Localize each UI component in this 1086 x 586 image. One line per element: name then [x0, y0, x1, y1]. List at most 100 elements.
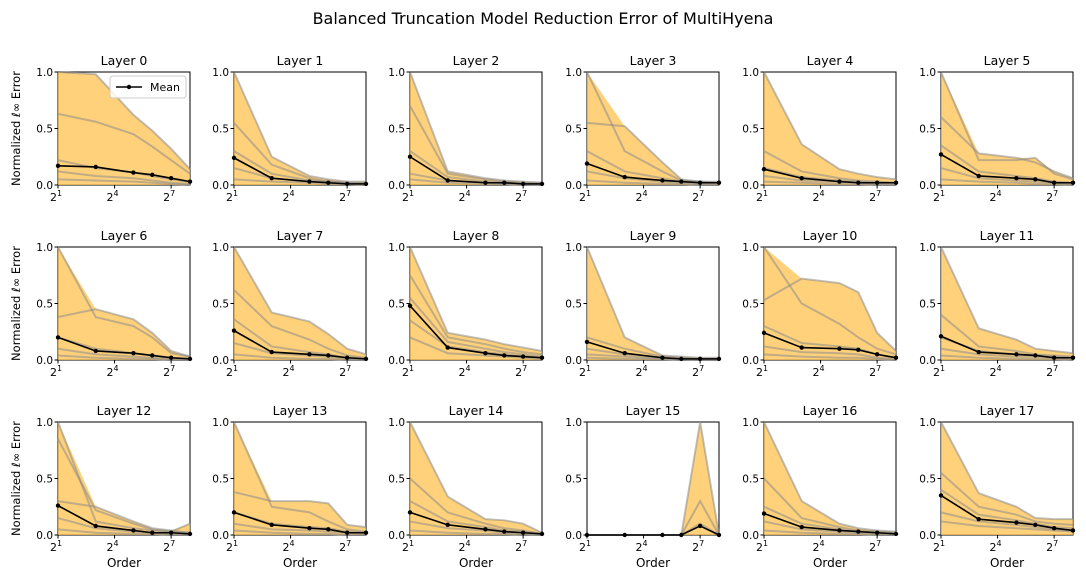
x-tick-exponent: 7 [346, 189, 351, 198]
mean-point [697, 356, 703, 362]
x-tick-label: 27 [515, 189, 527, 204]
series-line-3 [57, 170, 191, 185]
mean-point [799, 524, 804, 530]
x-tick-exponent: 1 [409, 539, 414, 548]
y-axis-label: Normalized ℓ∞ Error [9, 71, 23, 186]
panel-title: Layer 1 [277, 53, 324, 68]
panels: Layer 0 0.0 0.5 1.0 21 24 27 Normalized ℓ∞ Erro… [9, 53, 1076, 570]
series-line-4 [233, 353, 366, 361]
mean-point [168, 530, 174, 535]
mean-point [307, 526, 312, 531]
panel-17: Layer 17 0.0 0.5 1.0 21 24 27 Order [919, 403, 1076, 570]
x-tick-label: 24 [283, 539, 295, 554]
x-tick-exponent: 4 [820, 364, 825, 373]
x-tick-label: 27 [339, 539, 351, 554]
y-tick-label: 0.5 [919, 124, 936, 136]
error-band [587, 422, 719, 535]
x-tick-exponent: 1 [586, 539, 591, 548]
x-axis-label: Order [459, 556, 493, 570]
panel-title: Layer 5 [984, 53, 1031, 68]
x-tick-exponent: 7 [876, 539, 881, 548]
mean-point [326, 180, 331, 185]
x-tick-exponent: 7 [346, 539, 351, 548]
mean-point [520, 530, 526, 535]
mean-point [660, 532, 665, 538]
series-line-0 [409, 421, 543, 534]
panel-9: Layer 9 0.0 0.5 1.0 21 24 27 [565, 228, 722, 379]
x-tick-label: 21 [756, 189, 768, 204]
y-tick-label: 1.0 [36, 67, 53, 79]
mean-point [697, 523, 703, 529]
x-tick-label: 21 [756, 364, 768, 379]
mean-point [93, 523, 98, 529]
series-line-1 [940, 472, 1074, 526]
series-line-1 [763, 277, 897, 352]
mean-line [409, 156, 542, 185]
panel-title: Layer 14 [449, 403, 504, 418]
panel-title: Layer 10 [803, 228, 858, 243]
mean-point [407, 303, 413, 308]
mean-point [679, 356, 684, 362]
x-tick-label: 24 [813, 189, 825, 204]
mean-point [1070, 355, 1076, 360]
x-tick-exponent: 4 [820, 189, 825, 198]
mean-point [231, 510, 237, 515]
y-tick-label: 1.0 [388, 417, 405, 429]
x-tick-label: 21 [226, 189, 238, 204]
x-tick-exponent: 7 [170, 189, 175, 198]
error-band [58, 72, 190, 185]
y-tick-label: 1.0 [919, 242, 936, 254]
panel-title: Layer 15 [626, 403, 681, 418]
mean-point [874, 352, 880, 357]
series-line-0 [940, 71, 1074, 181]
y-tick-label: 0.0 [919, 180, 936, 192]
mean-point [1070, 180, 1076, 185]
series-line-4 [763, 180, 896, 186]
x-tick-exponent: 7 [522, 539, 527, 548]
panel-title: Layer 12 [97, 403, 152, 418]
x-axis-label: Order [813, 556, 847, 570]
y-tick-label: 0.0 [565, 530, 582, 542]
y-tick-label: 1.0 [212, 417, 229, 429]
mean-line [763, 332, 897, 359]
mean-line [587, 525, 720, 536]
x-tick-label: 21 [579, 189, 591, 204]
y-tick-label: 1.0 [565, 67, 582, 79]
x-tick-exponent: 7 [699, 364, 704, 373]
panel-title: Layer 13 [273, 403, 328, 418]
x-tick-label: 24 [459, 364, 471, 379]
mean-point [307, 352, 312, 357]
y-tick-label: 1.0 [919, 417, 936, 429]
series-line-1 [233, 491, 367, 529]
x-tick-exponent: 1 [763, 364, 768, 373]
x-tick-exponent: 1 [940, 189, 945, 198]
mean-point [622, 174, 627, 180]
y-tick-label: 0.0 [742, 355, 759, 367]
mean-point [1033, 353, 1038, 358]
error-band [941, 422, 1073, 535]
mean-point [1070, 528, 1076, 533]
mean-point [363, 181, 369, 187]
mean-point [761, 330, 767, 336]
x-tick-label: 27 [1046, 539, 1058, 554]
mean-point [483, 351, 488, 356]
series-line-2 [940, 488, 1074, 530]
x-tick-label: 27 [339, 189, 351, 204]
y-tick-label: 0.5 [742, 299, 759, 311]
mean-line [57, 504, 191, 535]
mean-point [445, 178, 450, 183]
series-line-3 [763, 345, 897, 360]
series-line-2 [409, 297, 543, 358]
mean-point [407, 154, 413, 159]
series-line-4 [57, 178, 191, 186]
mean-point [893, 355, 899, 360]
y-tick-label: 0.0 [212, 530, 229, 542]
panel-2: Layer 2 0.0 0.5 1.0 21 24 27 [388, 53, 545, 204]
mean-point [363, 356, 369, 362]
mean-line [233, 329, 367, 360]
x-tick-exponent: 1 [57, 539, 62, 548]
mean-point [407, 510, 413, 515]
y-tick-label: 0.0 [388, 180, 405, 192]
mean-point [837, 528, 842, 533]
x-tick-label: 24 [636, 539, 648, 554]
